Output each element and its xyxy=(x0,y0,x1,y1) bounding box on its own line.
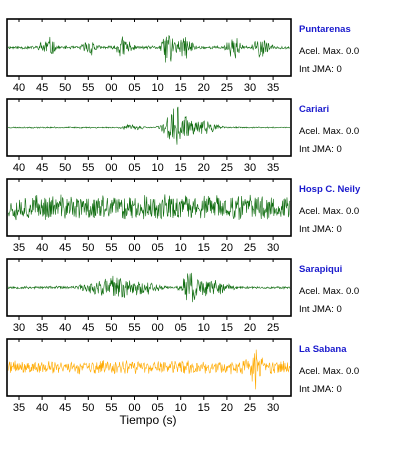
x-tick-label: 30 xyxy=(267,242,279,254)
x-tick-label: 15 xyxy=(175,82,187,94)
x-tick-label: 40 xyxy=(13,82,25,94)
x-tick-label: 50 xyxy=(105,322,117,334)
waveform-trace xyxy=(7,194,291,221)
x-tick-label: 30 xyxy=(244,82,256,94)
x-tick-label: 10 xyxy=(175,402,187,414)
x-tick-label: 55 xyxy=(128,322,140,334)
x-tick-label: 10 xyxy=(151,162,163,174)
max-acceleration-label: Acel. Max. 0.0 xyxy=(299,286,360,297)
x-tick-label: 15 xyxy=(198,402,210,414)
panel-frame xyxy=(6,18,292,77)
x-tick-label: 20 xyxy=(244,322,256,334)
panel-frame xyxy=(6,98,292,157)
x-tick-label: 00 xyxy=(128,402,140,414)
x-tick-label: 00 xyxy=(128,242,140,254)
x-tick-label: 10 xyxy=(175,242,187,254)
station-name: Sarapiqui xyxy=(299,264,343,275)
x-axis-title: Tiempo (s) xyxy=(119,413,177,427)
jma-intensity-label: Int JMA: 0 xyxy=(299,304,342,315)
jma-intensity-label: Int JMA: 0 xyxy=(299,384,342,395)
x-tick-label: 50 xyxy=(59,162,71,174)
x-tick-label: 15 xyxy=(221,322,233,334)
waveform-trace xyxy=(7,35,291,63)
waveform-trace xyxy=(7,106,291,145)
max-acceleration-label: Acel. Max. 0.0 xyxy=(299,366,360,377)
x-tick-label: 45 xyxy=(59,402,71,414)
x-tick-label: 35 xyxy=(267,162,279,174)
x-tick-label: 50 xyxy=(82,242,94,254)
x-tick-label: 50 xyxy=(59,82,71,94)
x-tick-label: 20 xyxy=(198,162,210,174)
station-name: Hosp C. Neily xyxy=(299,184,361,195)
x-tick-label: 25 xyxy=(221,82,233,94)
jma-intensity-label: Int JMA: 0 xyxy=(299,224,342,235)
x-tick-label: 10 xyxy=(198,322,210,334)
x-tick-label: 00 xyxy=(151,322,163,334)
x-tick-label: 05 xyxy=(151,242,163,254)
waveform-trace xyxy=(7,349,291,390)
x-tick-label: 55 xyxy=(105,242,117,254)
panel-frame xyxy=(6,338,292,397)
x-tick-label: 35 xyxy=(36,322,48,334)
x-tick-label: 25 xyxy=(244,242,256,254)
max-acceleration-label: Acel. Max. 0.0 xyxy=(299,126,360,137)
x-tick-label: 40 xyxy=(36,402,48,414)
station-name: Cariari xyxy=(299,104,330,115)
x-tick-label: 25 xyxy=(221,162,233,174)
x-tick-label: 40 xyxy=(13,162,25,174)
x-tick-label: 05 xyxy=(128,82,140,94)
x-tick-label: 20 xyxy=(221,402,233,414)
x-tick-label: 05 xyxy=(128,162,140,174)
x-tick-label: 15 xyxy=(175,162,187,174)
panel-frame xyxy=(6,178,292,237)
x-tick-label: 45 xyxy=(59,242,71,254)
x-tick-label: 30 xyxy=(267,402,279,414)
x-tick-label: 25 xyxy=(244,402,256,414)
station-name: La Sabana xyxy=(299,344,347,355)
max-acceleration-label: Acel. Max. 0.0 xyxy=(299,206,360,217)
x-tick-label: 25 xyxy=(267,322,279,334)
x-tick-label: 55 xyxy=(82,162,94,174)
x-tick-label: 50 xyxy=(82,402,94,414)
x-tick-label: 10 xyxy=(151,82,163,94)
x-tick-label: 20 xyxy=(198,82,210,94)
x-tick-label: 00 xyxy=(105,162,117,174)
x-tick-label: 45 xyxy=(36,82,48,94)
x-tick-label: 15 xyxy=(198,242,210,254)
x-tick-label: 40 xyxy=(36,242,48,254)
x-tick-label: 30 xyxy=(13,322,25,334)
x-tick-label: 35 xyxy=(13,242,25,254)
x-tick-label: 35 xyxy=(13,402,25,414)
waveform-trace xyxy=(7,272,291,303)
x-tick-label: 55 xyxy=(82,82,94,94)
max-acceleration-label: Acel. Max. 0.0 xyxy=(299,46,360,57)
panel-frame xyxy=(6,258,292,317)
jma-intensity-label: Int JMA: 0 xyxy=(299,144,342,155)
x-tick-label: 05 xyxy=(151,402,163,414)
x-tick-label: 30 xyxy=(244,162,256,174)
x-tick-label: 45 xyxy=(82,322,94,334)
x-tick-label: 55 xyxy=(105,402,117,414)
jma-intensity-label: Int JMA: 0 xyxy=(299,64,342,75)
x-tick-label: 35 xyxy=(267,82,279,94)
x-tick-label: 45 xyxy=(36,162,48,174)
x-tick-label: 00 xyxy=(105,82,117,94)
x-tick-label: 40 xyxy=(59,322,71,334)
x-tick-label: 05 xyxy=(175,322,187,334)
x-tick-label: 20 xyxy=(221,242,233,254)
station-name: Puntarenas xyxy=(299,24,351,35)
